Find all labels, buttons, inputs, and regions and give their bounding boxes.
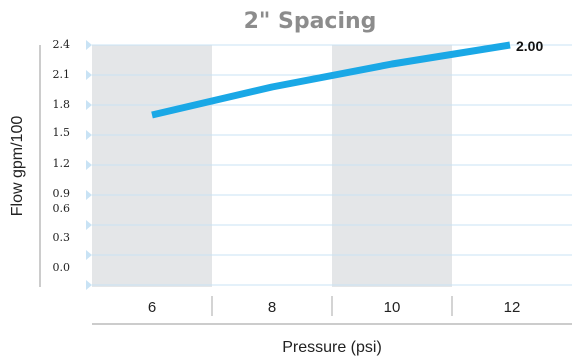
series-layer xyxy=(151,41,511,119)
x-tick-label-12: 12 xyxy=(504,299,521,316)
grid-marker-0 xyxy=(86,40,92,50)
end-data-label: 2.00 xyxy=(516,38,543,54)
grid-marker-6 xyxy=(86,220,92,230)
y-tick-label: 2.4 xyxy=(53,38,71,51)
y-tick-labels: 2.4 2.1 1.8 1.5 1.2 0.9 0.6 0.3 0.0 xyxy=(53,38,71,274)
chart-title: 2" Spacing xyxy=(244,9,377,34)
grid-marker-7 xyxy=(86,250,92,260)
band-10 xyxy=(332,45,452,287)
y-tick-label: 0.6 xyxy=(53,202,71,215)
x-tick-labels: 6 8 10 12 xyxy=(148,299,521,316)
x-tick-label-8: 8 xyxy=(268,299,276,316)
y-tick-label: 1.5 xyxy=(53,126,71,139)
x-tick-label-10: 10 xyxy=(384,299,401,316)
grid-marker-1 xyxy=(86,70,92,80)
x-axis-label: Pressure (psi) xyxy=(282,339,382,356)
grid-marker-4 xyxy=(86,160,92,170)
x-category-dividers xyxy=(211,296,453,316)
grid-markers xyxy=(86,40,92,290)
grid-lines xyxy=(92,44,572,286)
y-tick-label: 1.8 xyxy=(53,98,71,111)
grid-marker-2 xyxy=(86,100,92,110)
grid-marker-3 xyxy=(86,130,92,140)
grid-marker-8 xyxy=(86,280,92,290)
band-6 xyxy=(92,45,212,287)
y-axis-label: Flow gpm/100 xyxy=(9,116,26,217)
y-tick-label: 2.1 xyxy=(53,68,71,81)
alternating-bands xyxy=(92,45,452,287)
y-tick-label: 1.2 xyxy=(53,157,71,170)
grid-marker-5 xyxy=(86,190,92,200)
y-tick-label: 0.9 xyxy=(53,187,71,200)
y-tick-label: 0.0 xyxy=(53,261,71,274)
series-line-0 xyxy=(151,41,511,119)
y-tick-label: 0.3 xyxy=(53,231,71,244)
x-tick-label-6: 6 xyxy=(148,299,156,316)
